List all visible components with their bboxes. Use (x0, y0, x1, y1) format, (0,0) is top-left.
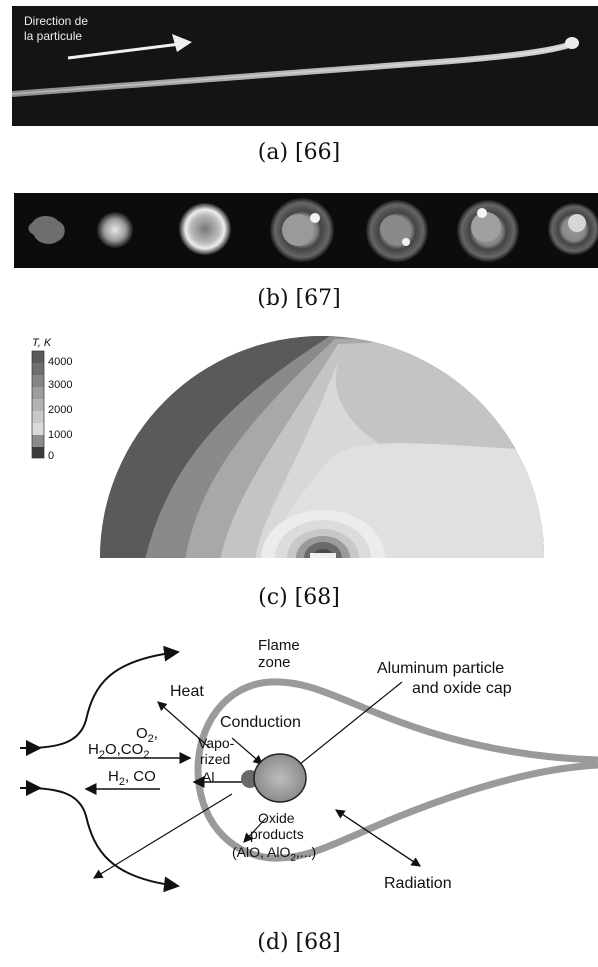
temperature-contour-plot: T, K 4000 3000 2000 1000 0 (31, 336, 550, 606)
caption-a: (a) [66] (257, 140, 341, 165)
direction-arrow (67, 42, 181, 60)
particle-frame-1 (28, 216, 65, 244)
oxide-label-1: Oxide (258, 810, 295, 826)
conduction-label: Conduction (220, 714, 301, 731)
panel-c: T, K 4000 3000 2000 1000 0 (0, 334, 598, 606)
panel-b (14, 193, 598, 268)
oxide-label-2: products (250, 826, 304, 842)
colorbar-tick-4000: 4000 (48, 356, 72, 368)
oxidizer-h2o-co2: H2O,CO2 (88, 741, 149, 761)
colorbar-tick-1000: 1000 (48, 429, 72, 441)
oxide-label-3: (AlO, AlO2,...) (232, 844, 316, 864)
colorbar-tick-0: 0 (48, 450, 54, 462)
particle-frame-2 (97, 212, 133, 248)
particle-trail-image: Direction de la particule (9, 6, 598, 126)
particle-frame-3 (179, 203, 231, 255)
heat-label: Heat (170, 683, 204, 700)
panel-a: Direction de la particule (9, 6, 598, 126)
colorbar (31, 350, 45, 459)
caption-d: (d) [68] (257, 930, 341, 955)
vapo-label-2: rized (200, 751, 230, 767)
particle-label-2: and oxide cap (412, 680, 512, 697)
caption-c: (c) [68] (258, 585, 340, 610)
vapo-label-3: Al (202, 769, 214, 785)
radiation-label: Radiation (384, 875, 452, 892)
flame-zone-label-2: zone (258, 654, 291, 671)
particle-head (565, 37, 579, 49)
oxidizer-o2: O2, (136, 725, 158, 745)
panel-d: Flame zone Heat Conduction Aluminum part… (0, 630, 598, 920)
aluminum-particle (253, 753, 307, 803)
colorbar-tick-3000: 3000 (48, 379, 72, 391)
flame-zone-envelope (194, 678, 598, 862)
colorbar-tick-2000: 2000 (48, 404, 72, 416)
particle-sequence-image (14, 193, 598, 268)
products-h2-co: H2, CO (108, 768, 156, 788)
arrow-label-line1: Direction de (24, 14, 88, 28)
flame-zone-label-1: Flame (258, 637, 300, 654)
vapo-label-1: Vapo- (198, 735, 235, 751)
colorbar-title: T, K (32, 337, 52, 349)
caption-b: (b) [67] (257, 286, 341, 311)
particle-label-1: Aluminum particle (377, 660, 504, 677)
combustion-schematic: Flame zone Heat Conduction Aluminum part… (20, 637, 598, 893)
arrow-label-line2: la particule (24, 29, 82, 43)
